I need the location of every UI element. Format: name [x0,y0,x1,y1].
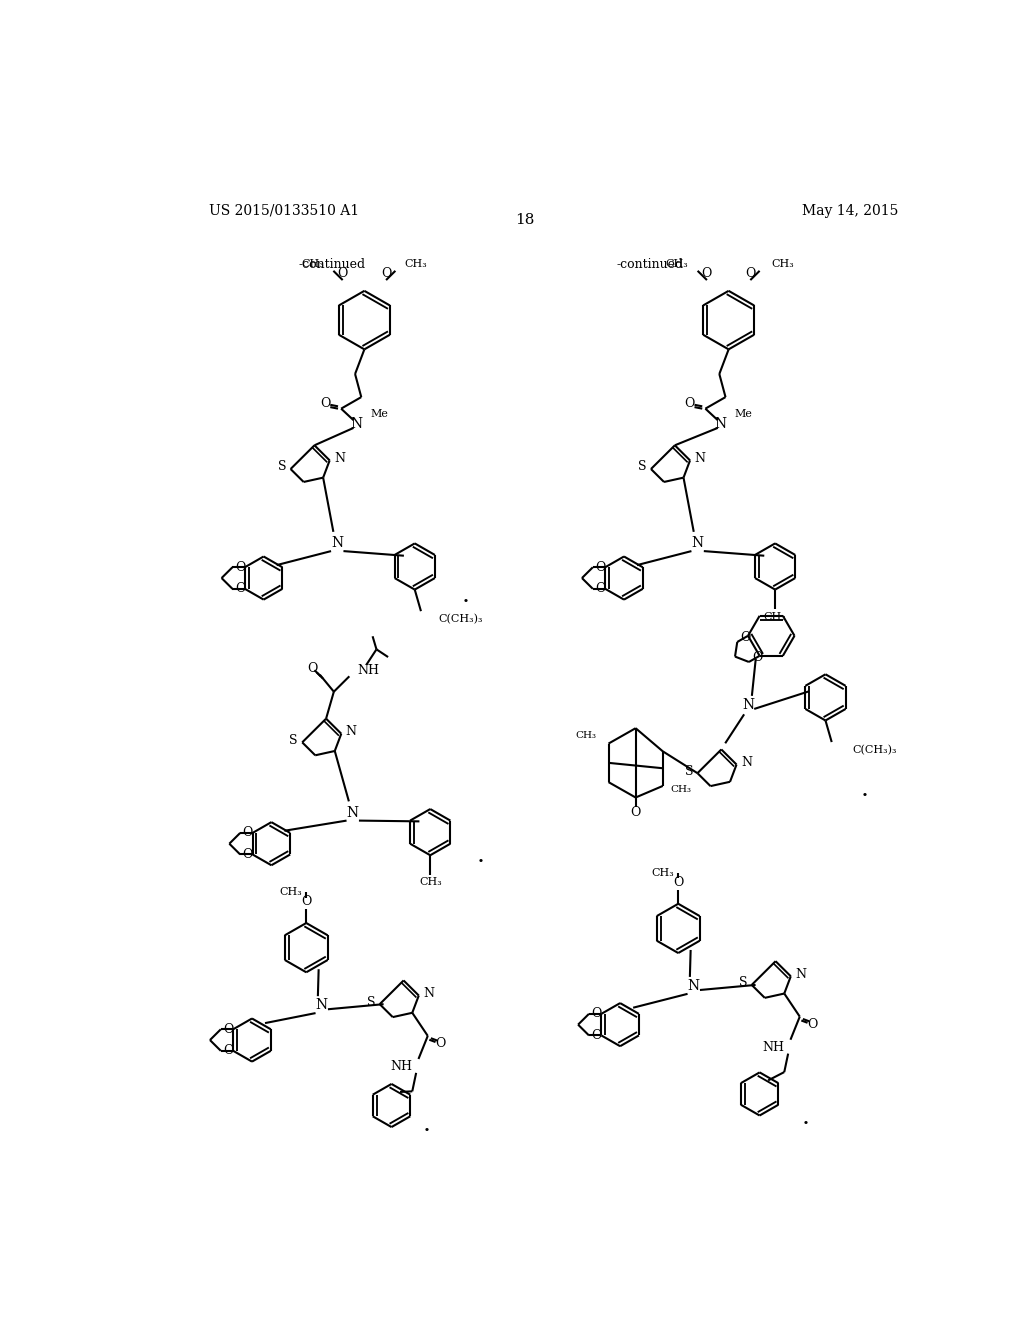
Text: 18: 18 [515,213,535,227]
Text: CH₃: CH₃ [666,259,688,269]
Text: N: N [742,698,754,711]
Text: CH₃: CH₃ [771,259,794,269]
Text: CH₃: CH₃ [301,259,324,269]
Text: N: N [715,417,727,432]
Text: N: N [691,536,703,550]
Text: O: O [223,1023,233,1036]
Text: S: S [685,764,693,777]
Text: S: S [278,461,287,474]
Text: O: O [808,1018,818,1031]
Text: N: N [331,536,343,550]
Text: NH: NH [390,1060,413,1073]
Text: CH₃: CH₃ [404,259,427,269]
Text: N: N [694,451,706,465]
Text: .: . [802,1106,810,1129]
Text: O: O [685,397,695,409]
Text: O: O [435,1038,445,1051]
Text: N: N [346,725,356,738]
Text: S: S [290,734,298,747]
Text: O: O [745,268,756,280]
Text: NH: NH [762,1041,784,1053]
Text: O: O [592,1028,602,1041]
Text: -continued: -continued [616,259,683,271]
Text: .: . [860,779,868,801]
Text: S: S [638,461,646,474]
Text: O: O [307,663,317,675]
Text: N: N [347,807,358,820]
Text: CH₃: CH₃ [575,731,597,741]
Text: O: O [243,826,253,840]
Text: O: O [673,875,683,888]
Text: O: O [595,582,606,595]
Text: N: N [334,451,345,465]
Text: O: O [381,268,391,280]
Text: CH₃: CH₃ [419,878,441,887]
Text: O: O [752,651,762,664]
Text: N: N [795,968,806,981]
Text: CH₃: CH₃ [280,887,302,898]
Text: N: N [423,987,434,999]
Text: S: S [367,995,376,1008]
Text: O: O [701,268,712,280]
Text: O: O [243,847,253,861]
Text: O: O [631,807,641,820]
Text: CH₃: CH₃ [651,869,675,878]
Text: O: O [301,895,311,908]
Text: O: O [592,1007,602,1020]
Text: N: N [688,979,699,993]
Text: May 14, 2015: May 14, 2015 [802,203,899,218]
Text: O: O [321,397,331,409]
Text: .: . [422,1113,430,1137]
Text: S: S [739,977,748,989]
Text: C(CH₃)₃: C(CH₃)₃ [853,744,897,755]
Text: O: O [234,582,246,595]
Text: US 2015/0133510 A1: US 2015/0133510 A1 [209,203,359,218]
Text: O: O [234,561,246,574]
Text: .: . [476,843,484,867]
Text: C(CH₃)₃: C(CH₃)₃ [438,614,482,624]
Text: O: O [338,268,348,280]
Text: Me: Me [735,409,753,418]
Text: N: N [315,998,328,1012]
Text: O: O [740,631,751,644]
Text: Me: Me [371,409,388,418]
Text: O: O [223,1044,233,1057]
Text: CH₃: CH₃ [671,785,691,795]
Text: NH: NH [357,664,379,677]
Text: N: N [350,417,362,432]
Text: CH₃: CH₃ [764,611,786,622]
Text: O: O [595,561,606,574]
Text: N: N [741,756,752,768]
Text: -continued: -continued [299,259,366,271]
Text: .: . [461,585,469,607]
